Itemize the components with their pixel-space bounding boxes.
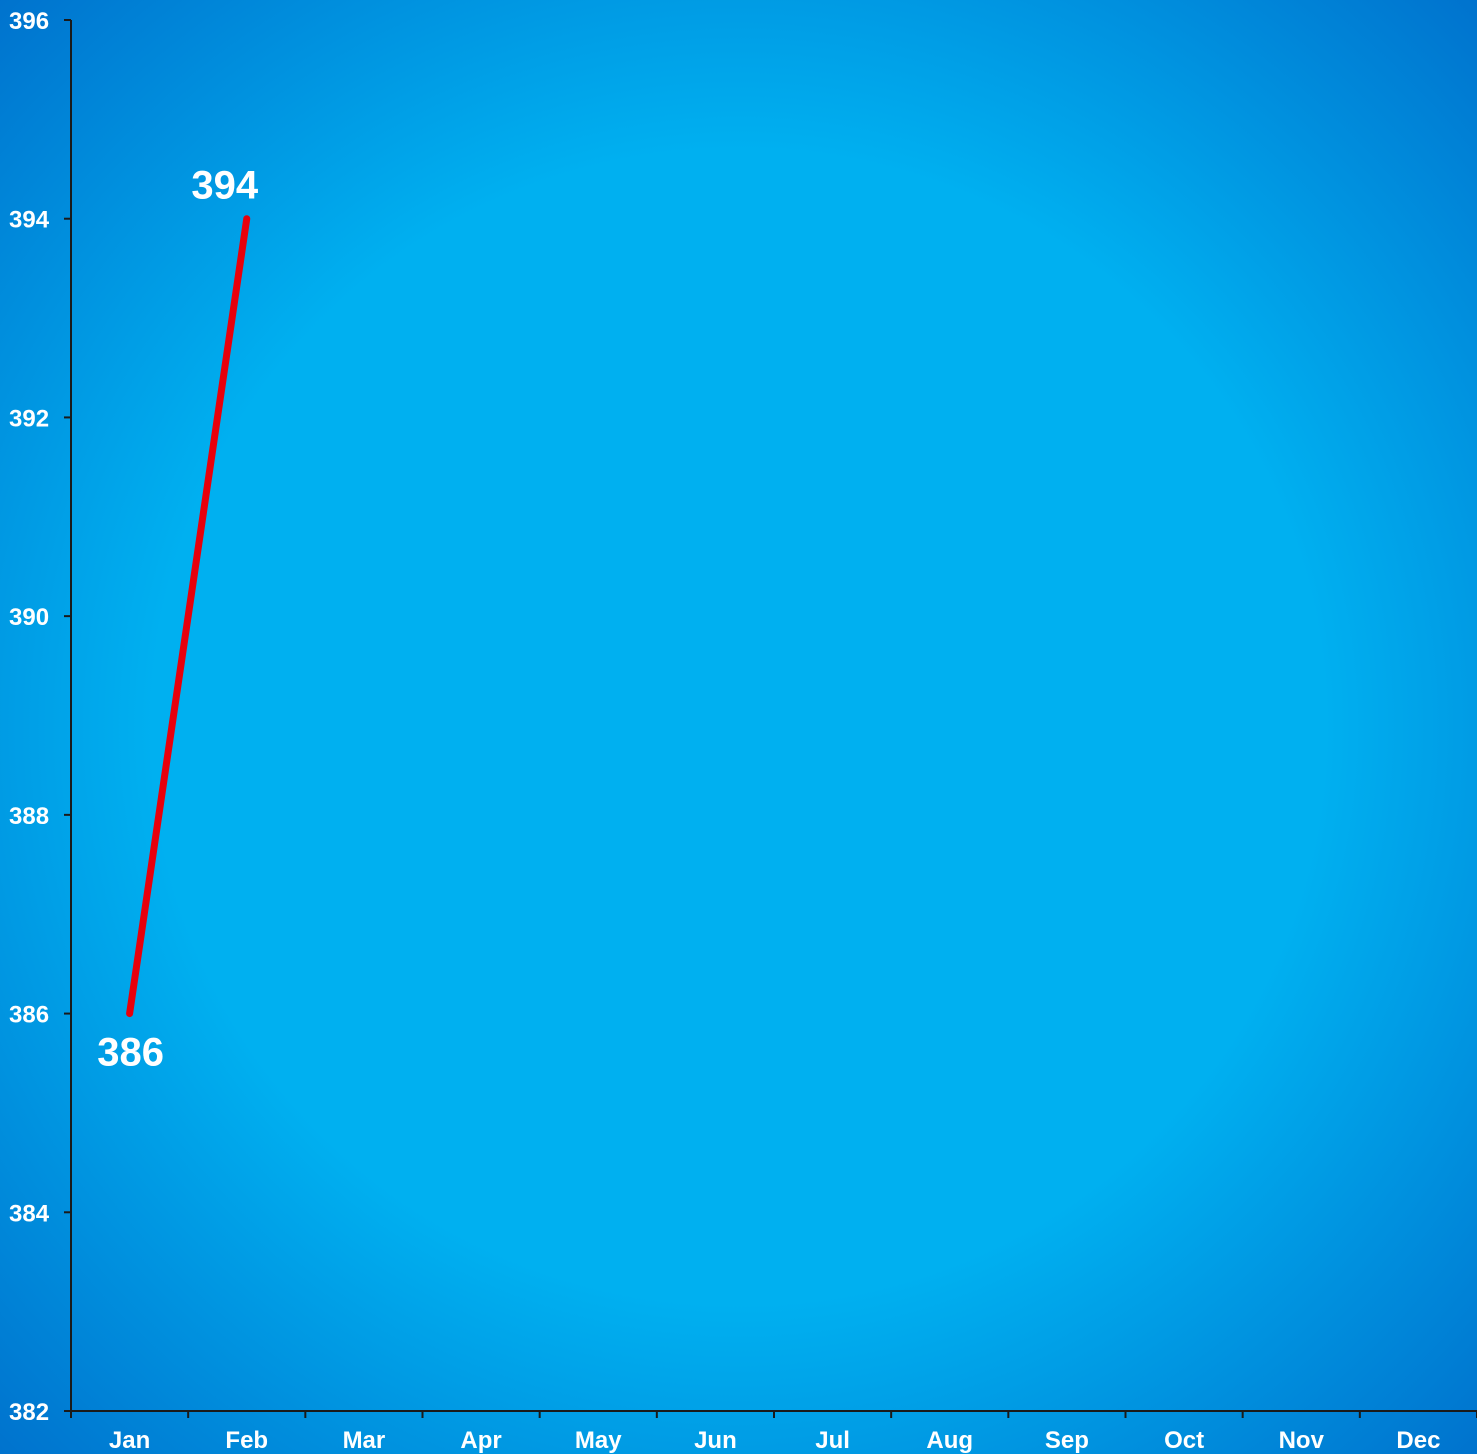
series-line	[126, 215, 251, 1018]
x-tick-label: Mar	[343, 1427, 386, 1454]
x-tick-label: Dec	[1396, 1427, 1440, 1454]
y-tick-label: 384	[9, 1200, 50, 1227]
y-tick-label: 396	[9, 8, 49, 35]
y-tick-label: 394	[9, 207, 50, 234]
x-tick-label: Jul	[815, 1427, 850, 1454]
x-tick-label: Sep	[1045, 1427, 1089, 1454]
data-label: 386	[97, 1031, 164, 1075]
x-tick-label: Nov	[1279, 1427, 1325, 1454]
x-tick-label: Jun	[694, 1427, 737, 1454]
x-tick-label: May	[575, 1427, 622, 1454]
series-group	[126, 215, 251, 1018]
y-tick-label: 390	[9, 604, 49, 631]
y-tick-label: 388	[9, 803, 49, 830]
y-tick-label: 382	[9, 1399, 49, 1426]
data-label: 394	[191, 164, 258, 208]
x-tick-label: Apr	[460, 1427, 501, 1454]
data-labels: 386 394	[97, 164, 259, 1075]
x-tick-label: Jan	[109, 1427, 150, 1454]
y-axis-ticks: 382 384 386 388 390 392 394 396	[9, 8, 71, 1426]
x-tick-label: Aug	[926, 1427, 973, 1454]
y-tick-label: 386	[9, 1002, 49, 1029]
y-tick-label: 392	[9, 405, 49, 432]
x-axis-ticks: Jan Feb Mar Apr May Jun Jul Aug Sep Oct Nov Dec	[70, 1411, 1477, 1454]
x-tick-label: Oct	[1164, 1427, 1204, 1454]
x-tick-label: Feb	[225, 1427, 268, 1454]
